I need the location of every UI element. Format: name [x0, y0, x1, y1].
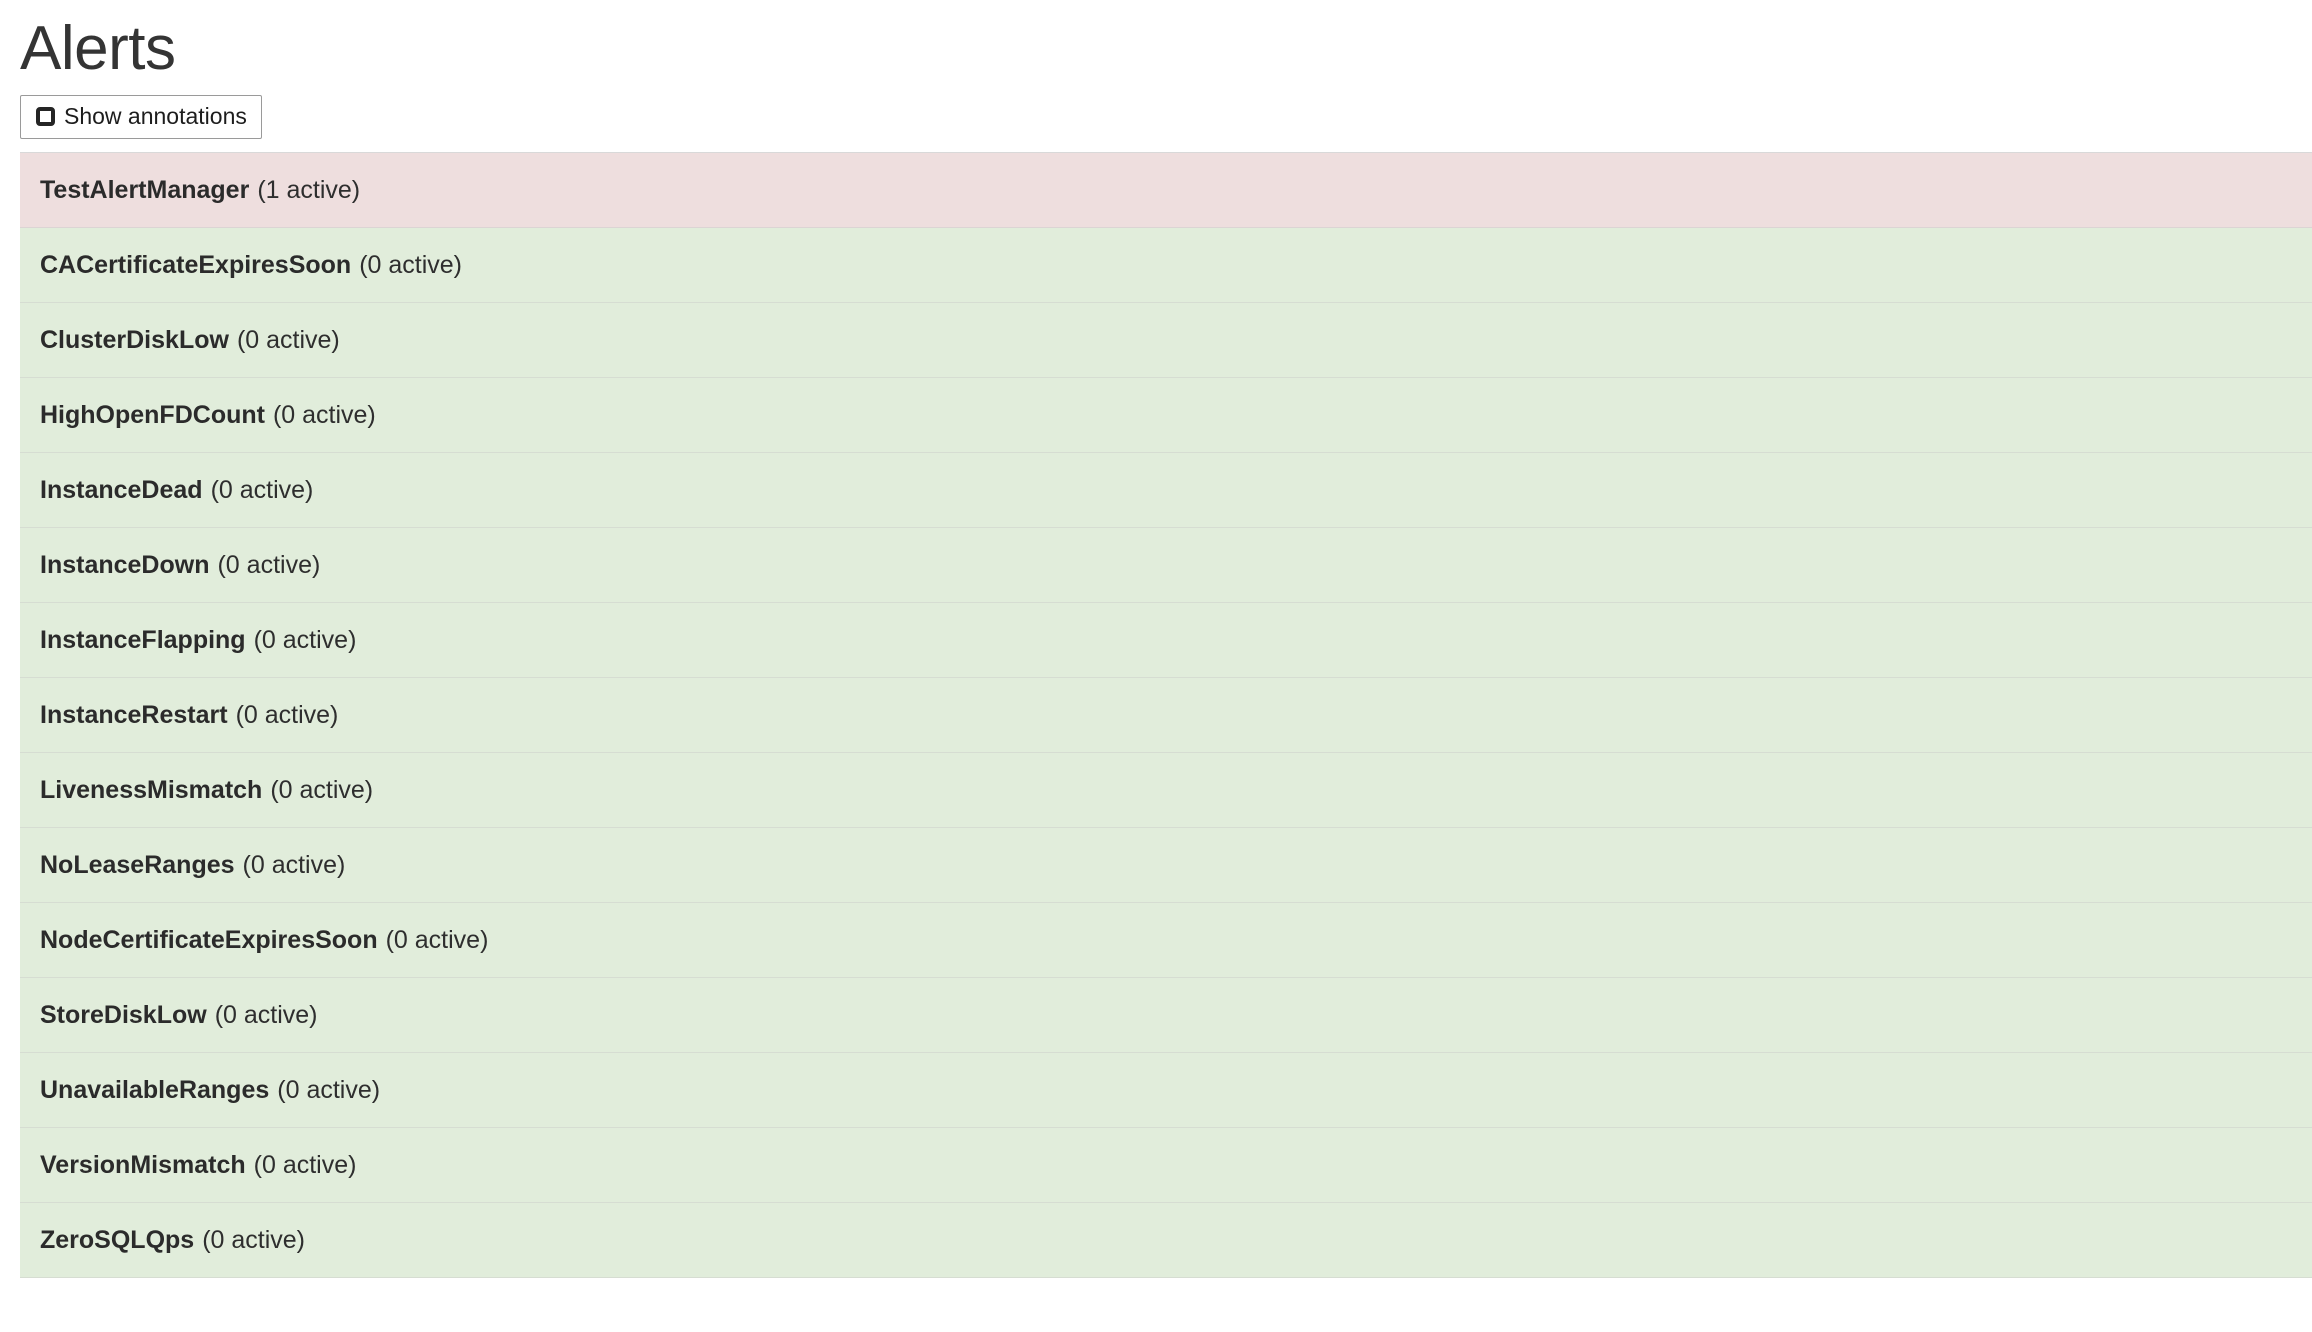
- alert-name: InstanceDown: [40, 550, 210, 579]
- alert-row[interactable]: InstanceFlapping (0 active): [20, 603, 2312, 679]
- alert-name: ZeroSQLQps: [40, 1225, 195, 1254]
- toolbar: Show annotations: [0, 81, 2312, 140]
- alert-name: TestAlertManager: [40, 175, 250, 204]
- alert-active-count: (0 active): [236, 325, 340, 354]
- alert-name: LivenessMismatch: [40, 775, 263, 804]
- show-annotations-label: Show annotations: [64, 103, 247, 130]
- alert-active-count: (0 active): [359, 250, 463, 279]
- alert-active-count: (0 active): [272, 400, 376, 429]
- alert-row[interactable]: LivenessMismatch (0 active): [20, 753, 2312, 829]
- alert-name: InstanceDead: [40, 475, 203, 504]
- alert-active-count: (0 active): [253, 625, 357, 654]
- alert-name: StoreDiskLow: [40, 1000, 207, 1029]
- alert-row[interactable]: HighOpenFDCount (0 active): [20, 378, 2312, 454]
- alert-active-count: (0 active): [202, 1225, 305, 1254]
- alert-active-count: (0 active): [253, 1150, 357, 1179]
- alert-active-count: (0 active): [277, 1075, 381, 1104]
- alert-row[interactable]: TestAlertManager (1 active): [20, 153, 2312, 229]
- unchecked-checkbox-icon: [36, 107, 55, 127]
- alert-row[interactable]: ZeroSQLQps (0 active): [20, 1203, 2312, 1279]
- alert-row[interactable]: StoreDiskLow (0 active): [20, 978, 2312, 1054]
- alert-active-count: (0 active): [385, 925, 489, 954]
- alert-active-count: (0 active): [235, 700, 339, 729]
- alert-name: HighOpenFDCount: [40, 400, 265, 429]
- alert-name: NoLeaseRanges: [40, 850, 235, 879]
- alert-row[interactable]: InstanceDead (0 active): [20, 453, 2312, 529]
- alert-active-count: (0 active): [242, 850, 346, 879]
- alert-active-count: (0 active): [217, 550, 321, 579]
- alert-name: InstanceRestart: [40, 700, 228, 729]
- alert-row[interactable]: CACertificateExpiresSoon (0 active): [20, 228, 2312, 304]
- alert-row[interactable]: UnavailableRanges (0 active): [20, 1053, 2312, 1129]
- alert-name: VersionMismatch: [40, 1150, 246, 1179]
- alert-row[interactable]: NoLeaseRanges (0 active): [20, 828, 2312, 904]
- alert-row[interactable]: InstanceDown (0 active): [20, 528, 2312, 604]
- show-annotations-toggle[interactable]: Show annotations: [20, 95, 262, 140]
- alert-name: InstanceFlapping: [40, 625, 246, 654]
- alert-active-count: (0 active): [210, 475, 314, 504]
- alert-row[interactable]: NodeCertificateExpiresSoon (0 active): [20, 903, 2312, 979]
- alert-name: NodeCertificateExpiresSoon: [40, 925, 378, 954]
- alert-active-count: (0 active): [270, 775, 374, 804]
- alert-name: CACertificateExpiresSoon: [40, 250, 352, 279]
- alert-row[interactable]: VersionMismatch (0 active): [20, 1128, 2312, 1204]
- alert-name: ClusterDiskLow: [40, 325, 229, 354]
- alert-list: TestAlertManager (1 active) CACertificateE…: [20, 152, 2312, 1279]
- page-title: Alerts: [20, 14, 176, 83]
- alert-row[interactable]: ClusterDiskLow (0 active): [20, 303, 2312, 379]
- alert-row[interactable]: InstanceRestart (0 active): [20, 678, 2312, 754]
- alert-name: UnavailableRanges: [40, 1075, 270, 1104]
- alert-active-count: (0 active): [214, 1000, 318, 1029]
- alert-active-count: (1 active): [257, 175, 361, 204]
